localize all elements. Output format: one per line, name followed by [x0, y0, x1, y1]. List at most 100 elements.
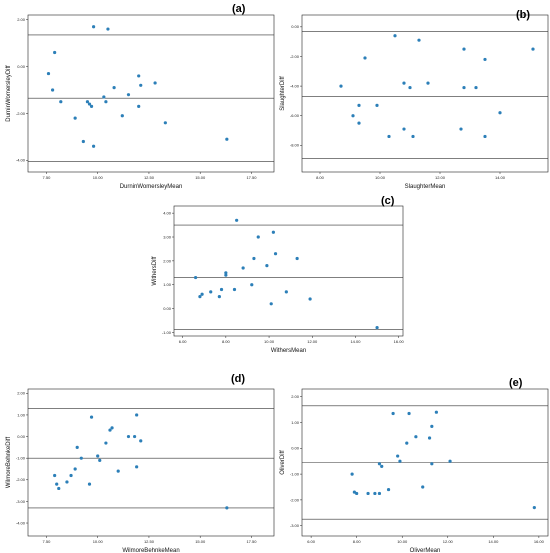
data-point: [108, 428, 112, 432]
data-point: [104, 100, 108, 104]
data-point: [357, 103, 361, 107]
data-point: [339, 84, 343, 88]
panel-letter: (a): [232, 3, 246, 15]
data-point: [417, 38, 421, 42]
y-tick-label: 1.00: [163, 282, 172, 287]
chart-panel-4: 7.50 10.00 12.50 15.00 17.50 2.00 1.00 0.00 -1.0…: [6, 373, 275, 553]
data-point: [269, 302, 273, 306]
data-point: [427, 436, 432, 440]
data-point: [241, 266, 245, 270]
y-tick-label: 2.00: [17, 17, 26, 22]
data-point: [217, 295, 221, 299]
data-point: [55, 482, 59, 486]
data-point: [532, 506, 536, 510]
y-tick-label: -8.00: [290, 143, 300, 148]
data-point: [405, 441, 409, 445]
data-point: [139, 83, 143, 87]
data-point: [163, 121, 167, 125]
x-tick-label: 12.00: [443, 539, 454, 544]
data-point: [225, 506, 229, 510]
data-point: [194, 275, 198, 280]
data-point: [126, 434, 131, 439]
data-point: [73, 467, 77, 471]
data-point: [75, 445, 79, 449]
data-point: [133, 434, 137, 439]
x-tick-label: 6.00: [179, 339, 188, 344]
data-point: [414, 435, 418, 439]
data-point: [106, 27, 110, 31]
y-tick-label: -4.00: [16, 158, 26, 163]
y-tick-label: 0.00: [291, 446, 300, 451]
data-point: [421, 485, 425, 489]
x-tick-label: 8.00: [316, 175, 325, 180]
data-point: [252, 256, 256, 261]
x-tick-label: 10.00: [93, 175, 104, 180]
y-tick-label: 0.00: [163, 306, 172, 311]
y-axis-label: SlaughterDiff: [280, 76, 286, 111]
data-point: [65, 480, 69, 484]
y-axis-label: WithersDiff: [152, 256, 158, 286]
data-point: [380, 464, 384, 468]
data-point: [139, 439, 143, 443]
x-tick-label: 16.00: [394, 339, 405, 344]
data-point: [232, 287, 237, 292]
data-point: [448, 459, 452, 463]
x-tick-label: 6.00: [307, 539, 316, 544]
y-axis-label: OliverDiff: [280, 450, 286, 475]
data-point: [137, 104, 141, 108]
data-point: [137, 74, 141, 78]
data-point: [387, 134, 391, 139]
data-point: [402, 127, 406, 131]
data-point: [81, 139, 85, 144]
data-point: [219, 287, 224, 292]
data-point: [73, 116, 77, 120]
data-point: [391, 411, 395, 416]
x-axis-label: SlaughterMean: [405, 184, 446, 190]
data-point: [393, 34, 397, 38]
data-point: [110, 426, 114, 430]
data-point: [224, 271, 228, 275]
data-point: [284, 290, 288, 294]
data-point: [102, 95, 106, 99]
y-tick-label: 1.00: [291, 420, 300, 425]
data-point: [430, 424, 434, 428]
data-point: [209, 290, 213, 294]
data-point: [411, 134, 415, 139]
y-tick-label: -1.00: [290, 472, 300, 477]
data-point: [116, 469, 120, 473]
data-point: [135, 413, 139, 417]
data-point: [98, 458, 102, 462]
y-tick-label: 1.00: [17, 412, 26, 417]
data-point: [308, 297, 312, 301]
plot-frame: [27, 14, 275, 173]
data-point: [198, 295, 202, 299]
data-point: [398, 459, 402, 463]
plot-frame: [301, 14, 549, 173]
data-point: [408, 85, 412, 90]
x-tick-label: 7.50: [43, 175, 52, 180]
x-tick-label: 14.00: [495, 175, 506, 180]
data-point: [200, 292, 204, 296]
y-tick-label: -4.00: [290, 83, 300, 88]
data-point: [271, 230, 275, 234]
data-point: [85, 100, 90, 104]
y-tick-label: 2.00: [291, 394, 300, 399]
data-point: [357, 121, 361, 125]
data-point: [53, 473, 57, 478]
x-tick-label: 17.50: [246, 175, 257, 180]
data-point: [373, 491, 377, 496]
y-tick-label: 0.00: [17, 64, 26, 69]
data-point: [57, 486, 61, 491]
data-point: [396, 454, 400, 458]
data-point: [273, 252, 278, 256]
data-point: [462, 47, 466, 51]
data-point: [426, 81, 430, 85]
x-tick-label: 8.00: [222, 339, 231, 344]
panel-letter: (b): [516, 9, 530, 21]
data-point: [375, 326, 379, 330]
data-point: [224, 273, 228, 277]
data-point: [355, 491, 359, 496]
data-point: [386, 487, 391, 492]
x-axis-label: WilmoreBehnkeMean: [122, 548, 179, 553]
x-tick-label: 12.00: [435, 175, 446, 180]
